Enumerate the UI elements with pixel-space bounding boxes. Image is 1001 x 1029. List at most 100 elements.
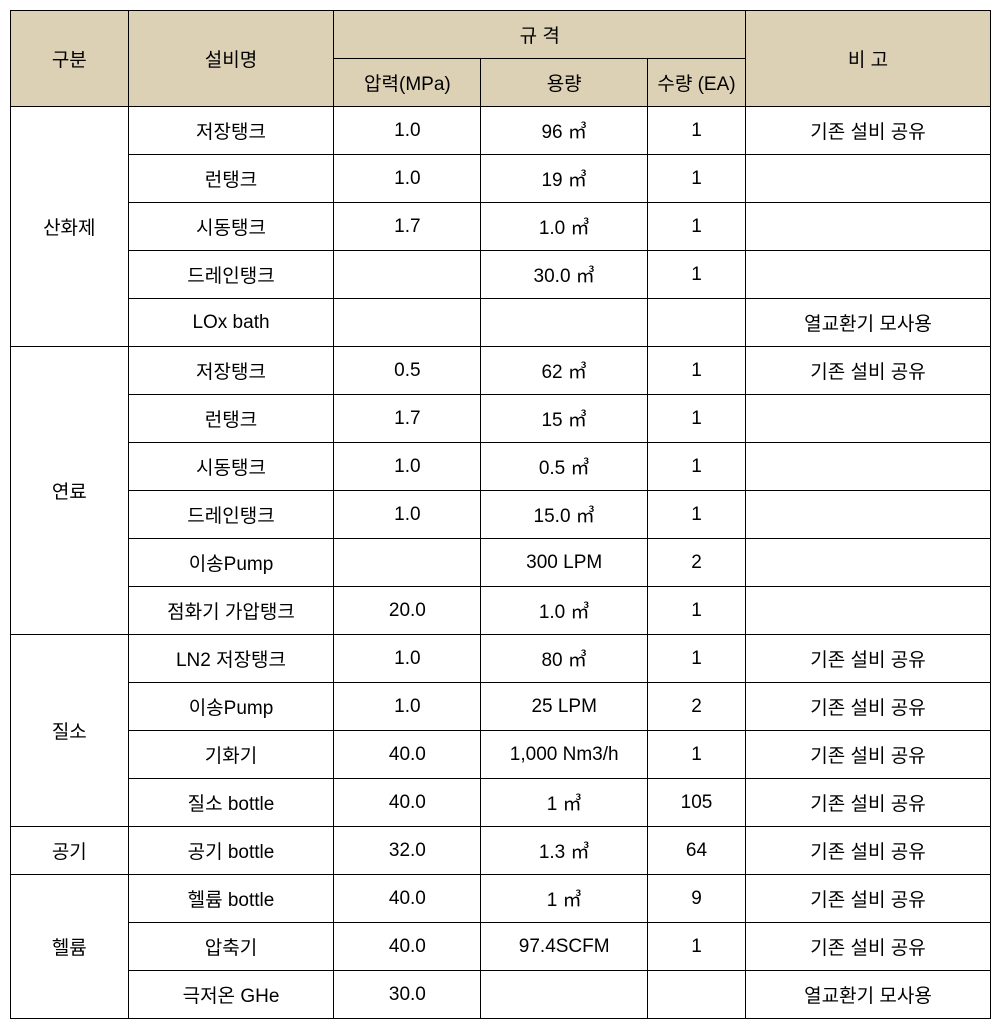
note-cell [745,395,990,443]
note-cell: 기존 설비 공유 [745,779,990,827]
equipment-cell: 시동탱크 [128,203,334,251]
table-row: 이송Pump300 LPM2 [11,539,991,587]
table-header: 구분 설비명 규 격 비 고 압력(MPa) 용량 수량 (EA) [11,11,991,107]
equipment-cell: 드레인탱크 [128,251,334,299]
capacity-cell: 62 ㎥ [481,347,648,395]
qty-cell: 1 [647,443,745,491]
equipment-cell: 런탱크 [128,155,334,203]
qty-cell: 105 [647,779,745,827]
table-row: 드레인탱크1.015.0 ㎥1 [11,491,991,539]
header-capacity: 용량 [481,59,648,107]
category-cell: 헬륨 [11,875,129,1019]
equipment-cell: 저장탱크 [128,107,334,155]
capacity-cell: 1.0 ㎥ [481,203,648,251]
table-row: 공기공기 bottle32.01.3 ㎥64기존 설비 공유 [11,827,991,875]
capacity-cell: 15.0 ㎥ [481,491,648,539]
note-cell: 기존 설비 공유 [745,347,990,395]
header-category: 구분 [11,11,129,107]
capacity-cell: 15 ㎥ [481,395,648,443]
pressure-cell [334,251,481,299]
capacity-cell: 1.3 ㎥ [481,827,648,875]
qty-cell: 1 [647,923,745,971]
pressure-cell: 32.0 [334,827,481,875]
pressure-cell: 1.7 [334,395,481,443]
qty-cell: 1 [647,635,745,683]
category-cell: 질소 [11,635,129,827]
table-row: 런탱크1.019 ㎥1 [11,155,991,203]
equipment-cell: 기화기 [128,731,334,779]
table-body: 산화제저장탱크1.096 ㎥1기존 설비 공유런탱크1.019 ㎥1시동탱크1.… [11,107,991,1019]
equipment-cell: 압축기 [128,923,334,971]
qty-cell: 1 [647,155,745,203]
equipment-cell: 점화기 가압탱크 [128,587,334,635]
table-row: LOx bath 열교환기 모사용 [11,299,991,347]
table-row: 드레인탱크30.0 ㎥1 [11,251,991,299]
note-cell: 열교환기 모사용 [745,299,990,347]
table-row: 시동탱크1.71.0 ㎥1 [11,203,991,251]
header-note: 비 고 [745,11,990,107]
header-qty: 수량 (EA) [647,59,745,107]
equipment-cell: 저장탱크 [128,347,334,395]
qty-cell: 9 [647,875,745,923]
capacity-cell: 1 ㎥ [481,779,648,827]
header-equipment: 설비명 [128,11,334,107]
note-cell: 기존 설비 공유 [745,923,990,971]
capacity-cell: 25 LPM [481,683,648,731]
capacity-cell: 97.4SCFM [481,923,648,971]
pressure-cell: 40.0 [334,779,481,827]
equipment-cell: 시동탱크 [128,443,334,491]
note-cell: 기존 설비 공유 [745,635,990,683]
capacity-cell: 30.0 ㎥ [481,251,648,299]
note-cell [745,491,990,539]
capacity-cell: 0.5 ㎥ [481,443,648,491]
pressure-cell [334,539,481,587]
equipment-cell: LOx bath [128,299,334,347]
qty-cell: 1 [647,395,745,443]
pressure-cell: 1.0 [334,683,481,731]
capacity-cell: 1,000 Nm3/h [481,731,648,779]
table-row: 연료저장탱크0.562 ㎥1기존 설비 공유 [11,347,991,395]
pressure-cell: 0.5 [334,347,481,395]
note-cell [745,539,990,587]
header-pressure: 압력(MPa) [334,59,481,107]
qty-cell: 64 [647,827,745,875]
qty-cell: 1 [647,107,745,155]
qty-cell: 1 [647,587,745,635]
note-cell [745,203,990,251]
header-spec: 규 격 [334,11,746,59]
table-row: 질소 bottle40.01 ㎥105기존 설비 공유 [11,779,991,827]
equipment-cell: 이송Pump [128,683,334,731]
category-cell: 공기 [11,827,129,875]
qty-cell: 2 [647,539,745,587]
note-cell [745,155,990,203]
note-cell: 기존 설비 공유 [745,827,990,875]
category-cell: 연료 [11,347,129,635]
note-cell [745,587,990,635]
qty-cell: 1 [647,347,745,395]
equipment-cell: 이송Pump [128,539,334,587]
table-row: 헬륨헬륨 bottle40.01 ㎥9기존 설비 공유 [11,875,991,923]
capacity-cell: 80 ㎥ [481,635,648,683]
pressure-cell: 1.0 [334,443,481,491]
note-cell: 기존 설비 공유 [745,731,990,779]
pressure-cell: 40.0 [334,923,481,971]
category-cell: 산화제 [11,107,129,347]
qty-cell [647,299,745,347]
note-cell: 기존 설비 공유 [745,875,990,923]
pressure-cell: 40.0 [334,731,481,779]
note-cell: 기존 설비 공유 [745,107,990,155]
capacity-cell: 1.0 ㎥ [481,587,648,635]
capacity-cell: 19 ㎥ [481,155,648,203]
pressure-cell [334,299,481,347]
qty-cell: 1 [647,203,745,251]
capacity-cell: 1 ㎥ [481,875,648,923]
equipment-cell: LN2 저장탱크 [128,635,334,683]
equipment-cell: 런탱크 [128,395,334,443]
note-cell [745,251,990,299]
pressure-cell: 40.0 [334,875,481,923]
capacity-cell [481,299,648,347]
equipment-cell: 드레인탱크 [128,491,334,539]
table-row: 이송Pump1.025 LPM2기존 설비 공유 [11,683,991,731]
pressure-cell: 20.0 [334,587,481,635]
qty-cell: 1 [647,731,745,779]
